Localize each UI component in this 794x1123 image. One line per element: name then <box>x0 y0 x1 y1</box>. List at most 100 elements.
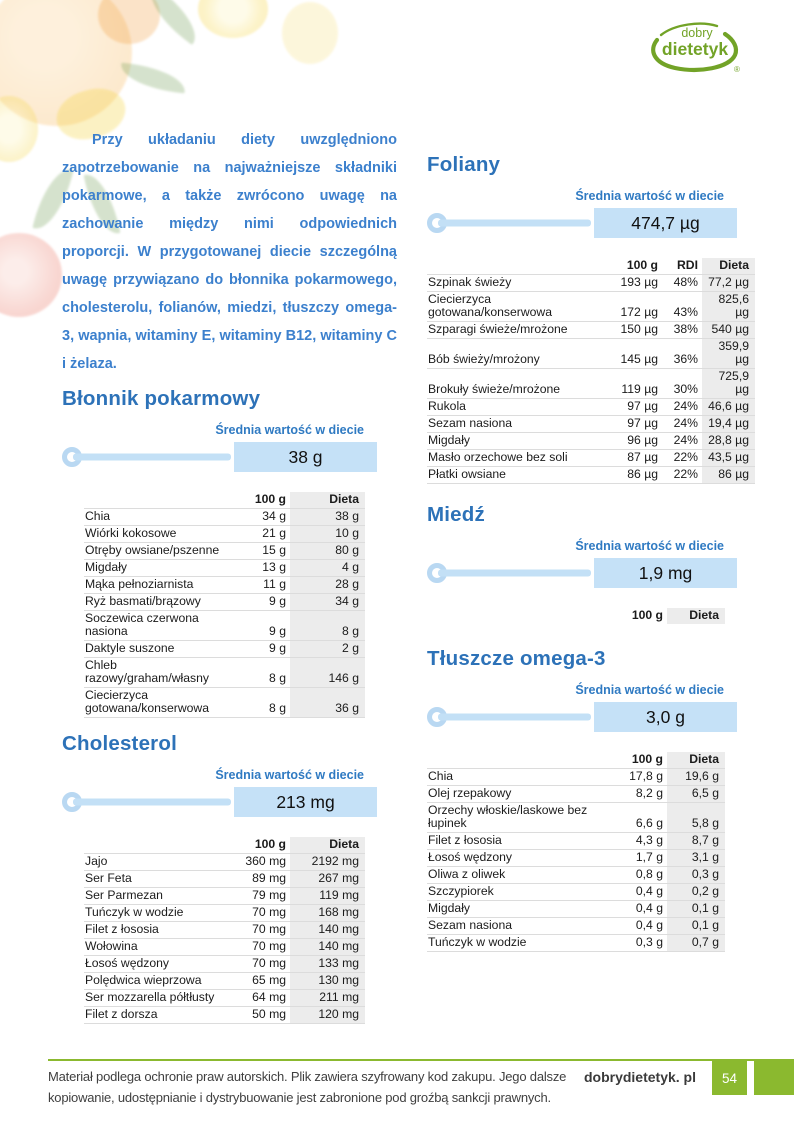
food-value: 168 mg <box>290 904 365 922</box>
slider-track <box>73 798 231 806</box>
table-row: Płatki owsiane 86 µg 22% 86 µg <box>427 466 755 484</box>
slider-track <box>73 453 231 461</box>
section-blonnik: Błonnik pokarmowy Średnia wartość w diec… <box>62 386 377 718</box>
food-value: 24% <box>662 432 702 450</box>
table-row: Chia 34 g 38 g <box>84 508 365 526</box>
food-value: 119 mg <box>290 887 365 905</box>
food-name: Migdały <box>427 432 612 450</box>
food-value: 0,8 g <box>612 866 667 884</box>
food-value: 4,3 g <box>612 832 667 850</box>
food-value: 0,1 g <box>667 917 725 935</box>
food-value: 17,8 g <box>612 768 667 786</box>
food-value: 140 mg <box>290 921 365 939</box>
food-value: 130 mg <box>290 972 365 990</box>
food-value: 28 g <box>290 576 365 594</box>
column-header: Dieta <box>702 258 755 275</box>
table-header-row: 100 g RDI Dieta <box>427 258 755 275</box>
food-value: 359,9 µg <box>702 338 755 369</box>
average-value-indicator: 213 mg <box>62 787 377 817</box>
food-value: 38% <box>662 321 702 339</box>
table-row: Chleb razowy/graham/własny 8 g 146 g <box>84 657 365 688</box>
food-value: 825,6 µg <box>702 291 755 322</box>
column-header: Dieta <box>290 837 365 854</box>
food-value: 89 mg <box>234 870 290 888</box>
food-value: 86 µg <box>702 466 755 484</box>
food-value: 2192 mg <box>290 853 365 871</box>
table-row: Filet z łososia 4,3 g 8,7 g <box>427 832 725 850</box>
column-header: 100 g <box>254 492 286 506</box>
food-name: Wołowina <box>84 938 234 956</box>
food-value: 4 g <box>290 559 365 577</box>
table-header-row: 100 g Dieta <box>84 837 365 854</box>
food-name: Filet z łososia <box>84 921 234 939</box>
table-header-row: 100 g Dieta <box>427 752 725 769</box>
tangerine-icon <box>98 0 160 44</box>
footer-corner-block <box>754 1061 794 1095</box>
food-name: Łosoś wędzony <box>427 849 612 867</box>
food-name: Tuńczyk w wodzie <box>84 904 234 922</box>
average-value-label: Średnia wartość w diecie <box>575 189 724 203</box>
food-value: 21 g <box>234 525 290 543</box>
average-value-label: Średnia wartość w diecie <box>215 768 364 782</box>
food-name: Chleb razowy/graham/własny <box>84 657 234 688</box>
food-name: Orzechy włoskie/laskowe bez łupinek <box>427 802 612 833</box>
lemon-slice-icon <box>0 96 38 162</box>
section-cholesterol: Cholesterol Średnia wartość w diecie 213… <box>62 731 377 1024</box>
food-name: Tuńczyk w wodzie <box>427 934 612 952</box>
food-name: Szparagi świeże/mrożone <box>427 321 612 339</box>
food-name: Szpinak świeży <box>427 274 612 292</box>
table-row: Mąka pełnoziarnista 11 g 28 g <box>84 576 365 594</box>
food-value: 0,4 g <box>612 883 667 901</box>
food-value: 80 g <box>290 542 365 560</box>
food-name: Polędwica wieprzowa <box>84 972 234 990</box>
average-value-indicator: 474,7 µg <box>427 208 737 238</box>
table-row: Łosoś wędzony 1,7 g 3,1 g <box>427 849 725 867</box>
food-name: Ryż basmati/brązowy <box>84 593 234 611</box>
footer-disclaimer-line1: Materiał podlega ochronie praw autorskic… <box>48 1069 567 1084</box>
column-header: RDI <box>677 258 698 272</box>
food-value: 24% <box>662 415 702 433</box>
column-header: 100 g <box>254 837 286 851</box>
food-value: 64 mg <box>234 989 290 1007</box>
average-value-indicator: 38 g <box>62 442 377 472</box>
food-value: 360 mg <box>234 853 290 871</box>
food-name: Filet z łososia <box>427 832 612 850</box>
table-row: Ser Feta 89 mg 267 mg <box>84 870 365 888</box>
table-row: Oliwa z oliwek 0,8 g 0,3 g <box>427 866 725 884</box>
food-value: 70 mg <box>234 904 290 922</box>
food-name: Szczypiorek <box>427 883 612 901</box>
food-value: 15 g <box>234 542 290 560</box>
grapefruit-icon <box>0 233 62 317</box>
food-value: 9 g <box>234 593 290 611</box>
food-name: Soczewica czerwona nasiona <box>84 610 234 641</box>
footer-disclaimer: Materiał podlega ochronie praw autorskic… <box>48 1066 588 1108</box>
section-title-foliany: Foliany <box>427 153 501 176</box>
food-name: Ser mozzarella półtłusty <box>84 989 234 1007</box>
table-row: Brokuły świeże/mrożone 119 µg 30% 725,9 µg <box>427 368 755 399</box>
column-header-empty <box>427 752 612 769</box>
food-name: Sezam nasiona <box>427 917 612 935</box>
food-value: 34 g <box>234 508 290 526</box>
table-row: Chia 17,8 g 19,6 g <box>427 768 725 786</box>
food-value: 36% <box>662 338 702 369</box>
food-name: Łosoś wędzony <box>84 955 234 973</box>
food-value: 46,6 µg <box>702 398 755 416</box>
average-value-indicator: 3,0 g <box>427 702 737 732</box>
food-value: 0,3 g <box>612 934 667 952</box>
food-name: Ser Parmezan <box>84 887 234 905</box>
column-header: 100 g <box>631 608 663 622</box>
food-name: Daktyle suszone <box>84 640 234 658</box>
food-name: Ser Feta <box>84 870 234 888</box>
average-value-label: Średnia wartość w diecie <box>575 539 724 553</box>
food-name: Wiórki kokosowe <box>84 525 234 543</box>
lemon-slice-icon <box>198 0 268 38</box>
food-value: 0,4 g <box>612 917 667 935</box>
food-value: 87 µg <box>612 449 662 467</box>
table-row: Ser mozzarella półtłusty 64 mg 211 mg <box>84 989 365 1007</box>
food-value: 36 g <box>290 687 365 718</box>
slider-track <box>438 713 591 721</box>
table-row: Wiórki kokosowe 21 g 10 g <box>84 525 365 543</box>
food-value: 146 g <box>290 657 365 688</box>
